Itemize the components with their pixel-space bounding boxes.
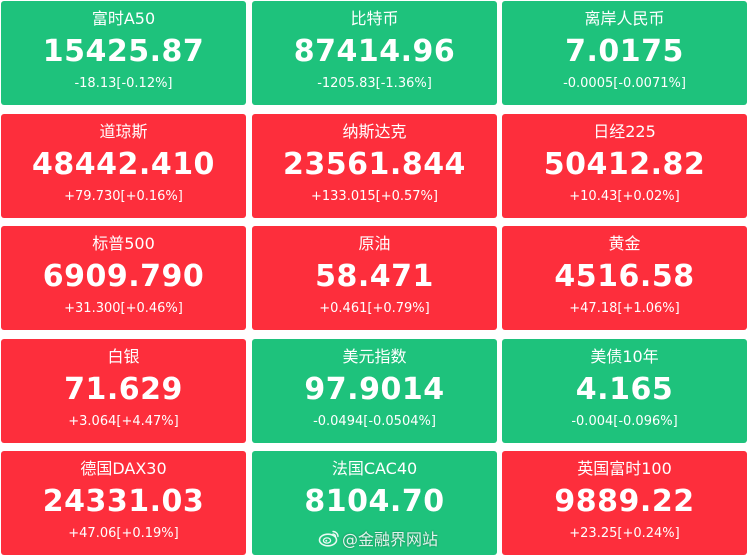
ticker-tile[interactable]: 法国CAC40 8104.70 (252, 451, 497, 555)
ticker-tile[interactable]: 黄金 4516.58 +47.18[+1.06%] (502, 226, 747, 330)
ticker-name: 美债10年 (590, 347, 659, 366)
ticker-tile[interactable]: 比特币 87414.96 -1205.83[-1.36%] (252, 1, 497, 105)
ticker-name: 美元指数 (342, 347, 407, 366)
ticker-name: 纳斯达克 (342, 122, 407, 141)
ticker-tile[interactable]: 纳斯达克 23561.844 +133.015[+0.57%] (252, 114, 497, 218)
ticker-change: +3.064[+4.47%] (68, 414, 179, 429)
ticker-price: 48442.410 (32, 147, 215, 182)
ticker-tile[interactable]: 原油 58.471 +0.461[+0.79%] (252, 226, 497, 330)
ticker-price: 15425.87 (42, 34, 205, 69)
ticker-tile[interactable]: 道琼斯 48442.410 +79.730[+0.16%] (1, 114, 246, 218)
ticker-change: -0.0005[-0.0071%] (563, 76, 686, 91)
watermark: @金融界网站 (318, 526, 438, 550)
ticker-change: -0.004[-0.096%] (571, 414, 678, 429)
ticker-change: -0.0494[-0.0504%] (313, 414, 436, 429)
ticker-price: 8104.70 (304, 484, 445, 519)
ticker-name: 富时A50 (91, 9, 156, 28)
ticker-tile[interactable]: 美元指数 97.9014 -0.0494[-0.0504%] (252, 339, 497, 443)
ticker-price: 4516.58 (554, 259, 695, 294)
ticker-change: +47.18[+1.06%] (569, 301, 680, 316)
ticker-price: 7.0175 (565, 34, 684, 69)
ticker-name: 标普500 (92, 234, 155, 253)
ticker-name: 白银 (107, 347, 140, 366)
ticker-name: 原油 (358, 234, 391, 253)
ticker-tile[interactable]: 富时A50 15425.87 -18.13[-0.12%] (1, 1, 246, 105)
weibo-icon (318, 530, 339, 547)
ticker-tile[interactable]: 标普500 6909.790 +31.300[+0.46%] (1, 226, 246, 330)
ticker-name: 比特币 (350, 9, 399, 28)
ticker-change: -1205.83[-1.36%] (317, 76, 432, 91)
ticker-tile[interactable]: 德国DAX30 24331.03 +47.06[+0.19%] (1, 451, 246, 555)
watermark-text: @金融界网站 (342, 530, 439, 549)
ticker-change: +10.43[+0.02%] (569, 189, 680, 204)
ticker-price: 24331.03 (42, 484, 205, 519)
ticker-change: -18.13[-0.12%] (74, 76, 173, 91)
ticker-tile[interactable]: 美债10年 4.165 -0.004[-0.096%] (502, 339, 747, 443)
ticker-price: 58.471 (315, 259, 434, 294)
ticker-tile[interactable]: 英国富时100 9889.22 +23.25[+0.24%] (502, 451, 747, 555)
ticker-change: +23.25[+0.24%] (569, 526, 680, 541)
ticker-name: 离岸人民币 (584, 9, 665, 28)
ticker-name: 日经225 (593, 122, 656, 141)
ticker-price: 9889.22 (554, 484, 695, 519)
ticker-name: 黄金 (608, 234, 641, 253)
ticker-price: 50412.82 (543, 147, 706, 182)
ticker-price: 23561.844 (283, 147, 466, 182)
ticker-name: 道琼斯 (99, 122, 148, 141)
ticker-tile[interactable]: 日经225 50412.82 +10.43[+0.02%] (502, 114, 747, 218)
ticker-price: 6909.790 (42, 259, 205, 294)
ticker-price: 87414.96 (293, 34, 456, 69)
ticker-name: 法国CAC40 (331, 459, 418, 478)
ticker-name: 德国DAX30 (80, 459, 167, 478)
ticker-change: +133.015[+0.57%] (311, 189, 438, 204)
ticker-change: +31.300[+0.46%] (64, 301, 183, 316)
ticker-price: 4.165 (575, 372, 674, 407)
ticker-tile[interactable]: 离岸人民币 7.0175 -0.0005[-0.0071%] (502, 1, 747, 105)
ticker-change: +0.461[+0.79%] (319, 301, 430, 316)
ticker-price: 97.9014 (304, 372, 445, 407)
ticker-change: +47.06[+0.19%] (68, 526, 179, 541)
ticker-tile[interactable]: 白银 71.629 +3.064[+4.47%] (1, 339, 246, 443)
ticker-change: +79.730[+0.16%] (64, 189, 183, 204)
ticker-price: 71.629 (64, 372, 183, 407)
ticker-name: 英国富时100 (577, 459, 672, 478)
